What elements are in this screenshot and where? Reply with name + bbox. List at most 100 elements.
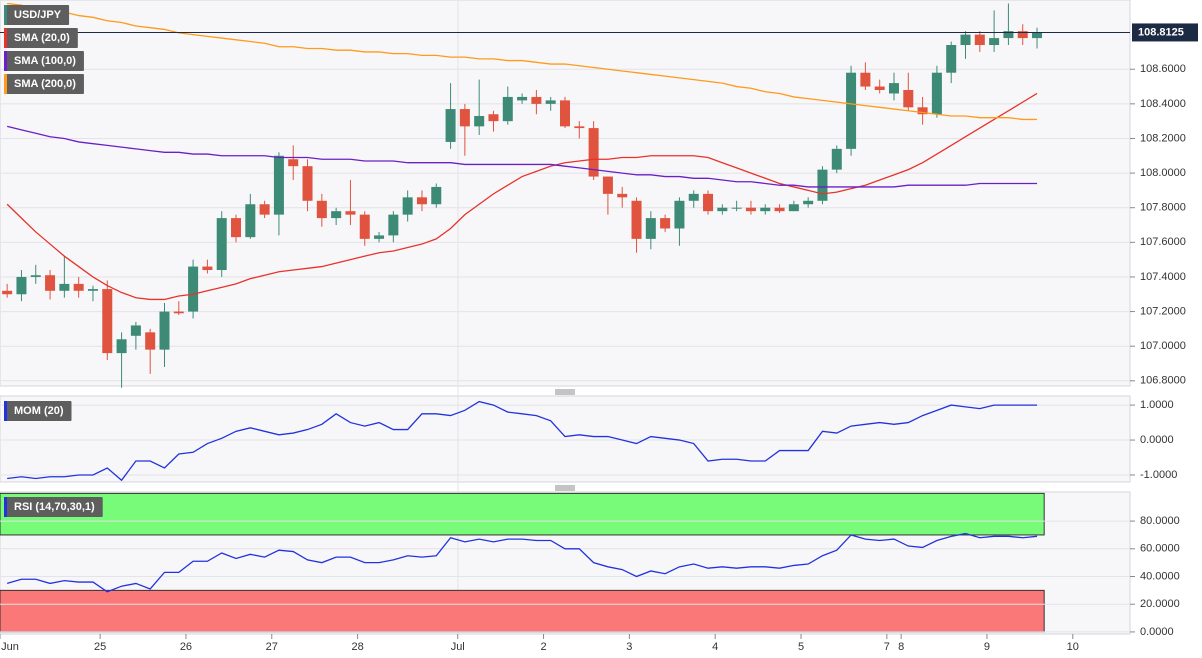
candle-body [302,166,313,201]
legend-box [4,74,84,94]
y-tick-label: 107.2000 [1140,305,1186,317]
y-tick-label: 107.6000 [1140,236,1186,248]
y-tick-label: 108.4000 [1140,98,1186,110]
candle-body [273,155,284,215]
candle-body [2,290,13,295]
candle-body [803,200,814,205]
candle-body [860,72,871,87]
candle-body [288,159,299,167]
legend-label: SMA (200,0) [14,78,76,90]
legend-swatch [4,401,7,421]
legend-swatch [4,497,7,517]
candle-body [631,200,642,239]
candle-body [45,275,56,291]
candle-body [231,218,242,238]
candle-body [817,169,828,201]
legend-swatch [4,28,7,48]
candle-body [760,207,771,212]
y-tick-label: 106.8000 [1140,375,1186,387]
candle-body [130,325,141,336]
candle-body [316,200,327,219]
y-tick-label: 108.2000 [1140,132,1186,144]
candle-body [402,197,413,215]
candle-body [946,45,957,73]
candle-body [846,72,857,149]
candle-body [459,109,470,127]
candle-body [159,311,170,350]
candle-body [502,96,513,122]
series-line [6,125,1038,188]
y-tick-label: 107.0000 [1140,340,1186,352]
candle-body [960,34,971,46]
candle-body [645,218,656,239]
series-line [6,92,1038,301]
candle-body [1017,31,1028,39]
x-tick-label: 2 [540,641,546,653]
legend-swatch [4,51,7,71]
candle-body [660,218,671,229]
x-tick-label: 3 [626,641,632,653]
candle-body [559,100,571,127]
legend-label: SMA (20,0) [14,32,70,44]
candle-body [931,72,942,115]
candle-body [16,276,27,295]
x-tick-label: 8 [898,641,904,653]
candle-body [474,115,485,127]
candle-body [87,289,98,291]
x-tick-label: 28 [351,641,363,653]
series-line [7,400,1038,482]
x-tick-label: Jul [451,641,465,653]
candle-body [1003,31,1014,39]
legend-swatch [4,5,7,25]
x-tick-label: 26 [180,641,192,653]
y-tick-label: 0.0000 [1140,626,1174,638]
legend-item: RSI (14,70,30,1) [4,497,103,517]
candle-body [588,128,599,177]
candle-body [674,200,685,229]
legend-label: MOM (20) [14,405,64,417]
legend-label: USD/JPY [14,9,62,21]
candle-body [545,100,556,104]
y-tick-label: 107.8000 [1140,202,1186,214]
candle-body [245,204,256,238]
candle-body [989,38,1000,46]
candle-body [774,207,785,212]
candle-body [259,204,270,215]
legend-label: RSI (14,70,30,1) [14,501,95,513]
x-tick-label: 4 [712,641,718,653]
candle-body [874,86,885,91]
panel-handle[interactable] [555,389,575,395]
candle-body [188,266,199,312]
candle-body [717,207,728,212]
legend-label: SMA (100,0) [14,55,76,67]
last-price-box [1132,23,1198,42]
candle-body [745,207,756,212]
panel-handle[interactable] [555,485,575,491]
candle-body [731,207,742,209]
legend-item: SMA (200,0) [4,74,84,94]
candle-body [345,211,356,215]
x-tick-label: 5 [798,641,804,653]
legend-box [4,51,84,71]
legend-box [4,5,70,25]
candle-body [831,148,842,170]
candle-body [416,197,427,205]
candle-body [445,109,456,142]
candle-body [59,283,70,291]
series-line [6,532,1038,593]
candle-body [531,96,542,104]
candle-body [617,193,628,198]
y-tick-label: 108.0000 [1140,167,1186,179]
legend-item: MOM (20) [4,401,72,421]
candle-body [488,114,499,122]
zone-band [0,492,1045,536]
x-tick-label: Jun [1,641,19,653]
candle-body [703,193,714,212]
candle-body [102,289,113,354]
legend-swatch [4,74,7,94]
legend-item: SMA (20,0) [4,28,78,48]
candle-body [202,266,213,271]
y-tick-label: 80.0000 [1140,515,1180,527]
y-tick-label: 40.0000 [1140,570,1180,582]
